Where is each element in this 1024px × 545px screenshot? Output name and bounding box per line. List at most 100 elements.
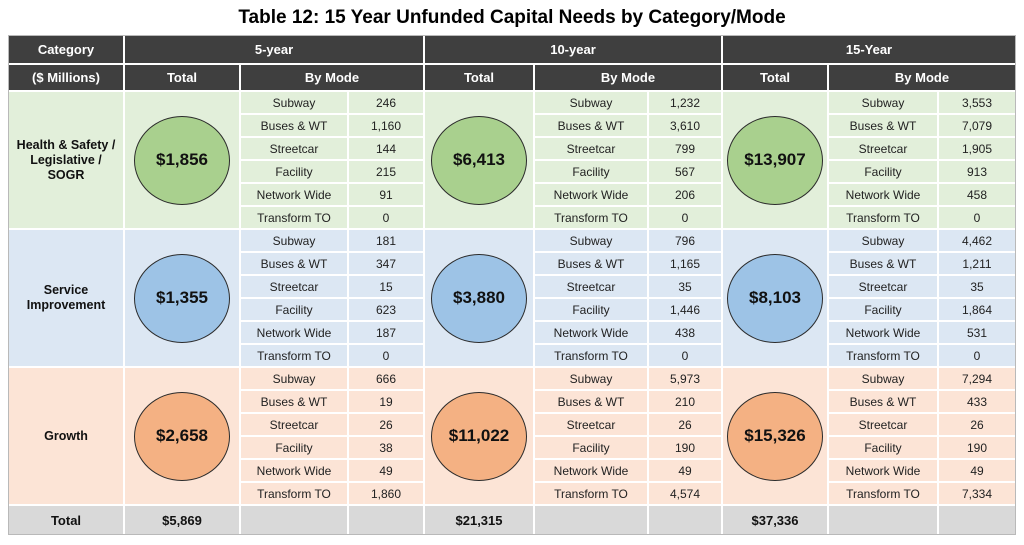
mode-label-cell: Transform TO [535,207,647,228]
mode-label-cell: Transform TO [241,345,347,366]
mode-value-cell: 35 [649,276,721,297]
period-total-cell: $13,907 [723,92,827,228]
mode-label-cell: Transform TO [535,483,647,504]
total-circle: $3,880 [431,253,527,343]
mode-value-cell: 7,334 [939,483,1015,504]
mode-value-cell: 210 [649,391,721,412]
header-total-15-year: Total [723,65,827,90]
footer-empty-cell [829,506,937,534]
mode-value-cell: 3,553 [939,92,1015,113]
mode-value-cell: 4,574 [649,483,721,504]
mode-value-cell: 5,973 [649,368,721,389]
mode-label-cell: Transform TO [241,483,347,504]
mode-value-cell: 49 [939,460,1015,481]
mode-label-cell: Subway [535,368,647,389]
footer-empty-cell [939,506,1015,534]
mode-label-cell: Network Wide [829,460,937,481]
header-units: ($ Millions) [9,65,123,90]
mode-value-cell: 1,211 [939,253,1015,274]
mode-value-cell: 0 [649,207,721,228]
total-circle: $13,907 [727,115,823,205]
header-bymode-5-year: By Mode [241,65,423,90]
mode-value-cell: 91 [349,184,423,205]
mode-value-cell: 187 [349,322,423,343]
period-total-cell: $15,326 [723,368,827,504]
mode-label-cell: Subway [829,368,937,389]
mode-label-cell: Subway [829,92,937,113]
mode-value-cell: 0 [649,345,721,366]
mode-label-cell: Facility [535,161,647,182]
mode-label-cell: Network Wide [241,184,347,205]
mode-label-cell: Streetcar [829,276,937,297]
mode-value-cell: 4,462 [939,230,1015,251]
mode-label-cell: Streetcar [829,414,937,435]
mode-label-cell: Streetcar [535,138,647,159]
mode-label-cell: Buses & WT [829,115,937,136]
mode-value-cell: 1,860 [349,483,423,504]
mode-value-cell: 144 [349,138,423,159]
mode-value-cell: 7,294 [939,368,1015,389]
category-cell: Service Improvement [9,230,123,366]
header-period-5-year: 5-year [125,36,423,63]
mode-value-cell: 3,610 [649,115,721,136]
total-circle: $1,355 [134,253,230,343]
mode-label-cell: Streetcar [829,138,937,159]
total-circle: $15,326 [727,391,823,481]
mode-label-cell: Buses & WT [241,115,347,136]
mode-value-cell: 433 [939,391,1015,412]
mode-value-cell: 0 [349,345,423,366]
mode-label-cell: Transform TO [535,345,647,366]
period-total-cell: $6,413 [425,92,533,228]
mode-value-cell: 0 [939,207,1015,228]
mode-label-cell: Buses & WT [535,115,647,136]
footer-empty-cell [535,506,647,534]
period-total-cell: $1,355 [125,230,239,366]
footer-total-15-year: $37,336 [723,506,827,534]
mode-value-cell: 567 [649,161,721,182]
mode-value-cell: 49 [649,460,721,481]
mode-label-cell: Streetcar [241,276,347,297]
mode-value-cell: 0 [349,207,423,228]
period-total-cell: $11,022 [425,368,533,504]
mode-label-cell: Facility [241,437,347,458]
mode-label-cell: Buses & WT [535,253,647,274]
mode-label-cell: Subway [535,92,647,113]
period-total-cell: $1,856 [125,92,239,228]
mode-label-cell: Network Wide [829,184,937,205]
mode-label-cell: Buses & WT [241,253,347,274]
mode-label-cell: Facility [829,299,937,320]
mode-value-cell: 38 [349,437,423,458]
mode-value-cell: 0 [939,345,1015,366]
category-cell: Growth [9,368,123,504]
footer-total-5-year: $5,869 [125,506,239,534]
mode-label-cell: Network Wide [829,322,937,343]
mode-value-cell: 246 [349,92,423,113]
mode-value-cell: 35 [939,276,1015,297]
mode-value-cell: 1,165 [649,253,721,274]
mode-value-cell: 458 [939,184,1015,205]
total-circle: $8,103 [727,253,823,343]
mode-value-cell: 799 [649,138,721,159]
mode-value-cell: 531 [939,322,1015,343]
mode-label-cell: Streetcar [535,414,647,435]
period-total-cell: $2,658 [125,368,239,504]
mode-label-cell: Facility [535,299,647,320]
mode-value-cell: 7,079 [939,115,1015,136]
mode-label-cell: Buses & WT [241,391,347,412]
mode-label-cell: Network Wide [241,460,347,481]
mode-label-cell: Network Wide [535,460,647,481]
mode-value-cell: 215 [349,161,423,182]
mode-value-cell: 26 [939,414,1015,435]
mode-label-cell: Facility [829,437,937,458]
category-cell: Health & Safety / Legislative / SOGR [9,92,123,228]
mode-value-cell: 1,905 [939,138,1015,159]
mode-value-cell: 1,864 [939,299,1015,320]
mode-label-cell: Network Wide [535,184,647,205]
total-circle: $2,658 [134,391,230,481]
header-category: Category [9,36,123,63]
mode-value-cell: 1,160 [349,115,423,136]
mode-label-cell: Transform TO [241,207,347,228]
mode-value-cell: 347 [349,253,423,274]
mode-label-cell: Facility [241,299,347,320]
